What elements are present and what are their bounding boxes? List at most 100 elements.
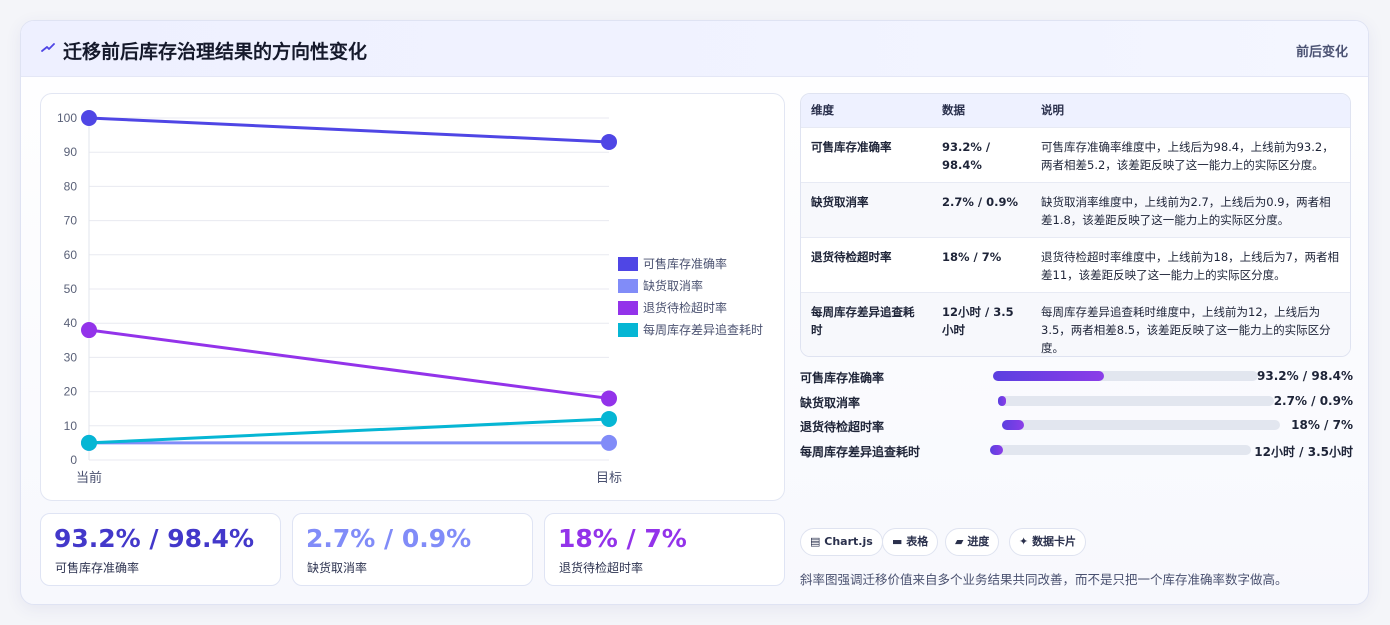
y-tick-label: 80: [64, 179, 78, 193]
stat-label: 可售库存准确率: [55, 561, 140, 575]
y-tick-label: 30: [64, 350, 78, 364]
progress-label: 可售库存准确率: [800, 371, 885, 385]
cell-data: 18% / 7%: [932, 236, 1031, 292]
tag-label: Chart.js: [824, 535, 873, 548]
table-header-row: 维度 数据 说明: [801, 94, 1350, 127]
progress-label: 缺货取消率: [800, 395, 861, 410]
card-header: 迁移前后库存治理结果的方向性变化 前后变化: [21, 21, 1368, 77]
table-row: 缺货取消率 2.7% / 0.9% 缺货取消率维度中，上线前为2.7，上线后为0…: [801, 181, 1350, 237]
progress-track: [993, 371, 1258, 381]
cell-data: 93.2% / 98.4%: [932, 126, 1031, 182]
series-line: [88, 328, 610, 400]
cell-description: 可售库存准确率维度中，上线后为98.4，上线前为93.2，两者相差5.2，该差距…: [1031, 126, 1350, 182]
data-point: [601, 390, 617, 407]
stat-card-return: 18% / 7% 退货待检超时率: [544, 513, 785, 586]
slope-chart: 0 10 20 30 40 50 60 70 80 90 100 当前 目标 可售库存准确率 缺货取消率退货…: [40, 93, 785, 501]
progress-fill: [998, 395, 1007, 406]
legend-swatch: [618, 323, 638, 337]
stat-card-cancel: 2.7% / 0.9% 缺货取消率: [292, 513, 533, 586]
legend-label: 每周库存差异追查耗时: [643, 322, 763, 337]
series-line: [88, 417, 610, 445]
y-tick-label: 0: [70, 453, 77, 467]
progress-track: [998, 395, 1274, 406]
progress-row: 可售库存准确率 93.2% / 98.4%: [800, 369, 1353, 394]
cell-dimension: 退货待检超时率: [801, 236, 932, 292]
y-tick-label: 50: [64, 282, 78, 296]
cell-data: 2.7% / 0.9%: [932, 181, 1031, 237]
y-tick-label: 40: [64, 316, 78, 330]
progress-icon: ▰: [955, 535, 964, 548]
cell-description: 缺货取消率维度中，上线前为2.7，上线后为0.9，两者相差1.8，该差距反映了这…: [1031, 181, 1350, 237]
progress-row: 每周库存差异追查耗时 12小时 / 3.5小时: [800, 443, 1353, 468]
page-title: 迁移前后库存治理结果的方向性变化: [63, 41, 368, 63]
sparkle-icon: ✦: [1019, 535, 1029, 548]
y-tick-label: 10: [64, 419, 78, 433]
progress-value: 2.7% / 0.9%: [1273, 393, 1353, 408]
column-header: 数据: [942, 103, 965, 118]
y-tick-label: 60: [64, 248, 78, 262]
y-tick-label: 70: [64, 214, 78, 228]
progress-label: 每周库存差异追查耗时: [800, 444, 921, 459]
main-card: 迁移前后库存治理结果的方向性变化 前后变化 0 10 20 30 40 50 60 70 80 9…: [20, 20, 1369, 605]
table-icon: ▬: [892, 535, 903, 548]
legend-swatch: [618, 301, 638, 315]
column-header: 说明: [1041, 103, 1064, 118]
stat-label: 缺货取消率: [307, 561, 368, 575]
series-line: [88, 116, 610, 144]
tag-table[interactable]: ▬ 表格: [882, 528, 939, 556]
progress-label: 退货待检超时率: [800, 420, 885, 434]
data-point: [601, 133, 617, 150]
y-tick-label: 90: [64, 145, 78, 159]
column-header: 维度: [811, 103, 834, 118]
progress-row: 缺货取消率 2.7% / 0.9%: [800, 394, 1353, 419]
progress-fill: [990, 444, 1004, 455]
progress-list: 可售库存准确率 93.2% / 98.4% 缺货取消率 2.7% / 0.9% …: [800, 369, 1353, 467]
progress-fill: [993, 371, 1105, 381]
y-tick-label: 20: [64, 385, 78, 399]
progress-row: 退货待检超时率 18% / 7%: [800, 418, 1353, 443]
data-point: [81, 110, 97, 126]
legend-label: 可售库存准确率: [643, 256, 727, 271]
cell-dimension: 可售库存准确率: [801, 126, 932, 182]
tag-label: 进度: [967, 535, 990, 548]
data-point: [81, 322, 97, 339]
progress-track: [1002, 420, 1280, 430]
legend-swatch: [618, 279, 638, 293]
stat-value: 18% / 7%: [558, 524, 687, 553]
cell-description: 每周库存差异追查耗时维度中，上线前为12，上线后为3.5，两者相差8.5，该差距…: [1031, 291, 1350, 356]
comparison-table: 维度 数据 说明 可售库存准确率 93.2% / 98.4% 可售库存准确率维度…: [800, 93, 1351, 357]
table-row: 每周库存差异追查耗时 12小时 / 3.5小时 每周库存差异追查耗时维度中，上线…: [801, 291, 1350, 356]
data-point: [601, 434, 617, 451]
tag-chartjs[interactable]: ▤ Chart.js: [800, 528, 883, 556]
x-tick-label: 目标: [596, 471, 622, 486]
legend-swatch: [618, 257, 638, 271]
x-tick-label: 当前: [76, 470, 102, 486]
stat-card-accuracy: 93.2% / 98.4% 可售库存准确率: [40, 513, 281, 586]
trend-icon: [41, 43, 55, 52]
chart-svg: 0 10 20 30 40 50 60 70 80 90 100 当前 目标 可售库存准确率缺货取消率退货…: [57, 110, 763, 486]
table-row: 退货待检超时率 18% / 7% 退货待检超时率维度中，上线前为18，上线后为7…: [801, 236, 1350, 292]
data-point: [81, 434, 97, 451]
chart-icon: ▤: [810, 535, 821, 548]
progress-track: [990, 444, 1251, 455]
progress-fill: [1002, 420, 1025, 430]
cell-data: 12小时 / 3.5小时: [932, 291, 1031, 356]
table-row: 可售库存准确率 93.2% / 98.4% 可售库存准确率维度中，上线后为98.…: [801, 126, 1350, 182]
footnote: 斜率图强调迁移价值来自多个业务结果共同改善，而不是只把一个库存准确率数字做高。: [800, 572, 1288, 587]
tag-progress[interactable]: ▰ 进度: [945, 528, 1000, 556]
legend-label: 缺货取消率: [643, 278, 703, 293]
cell-dimension: 缺货取消率: [801, 181, 932, 237]
stat-value: 2.7% / 0.9%: [306, 524, 472, 553]
legend-label: 退货待检超时率: [643, 300, 727, 315]
progress-value: 12小时 / 3.5小时: [1254, 444, 1353, 459]
cell-dimension: 每周库存差异追查耗时: [801, 291, 932, 356]
tag-label: 数据卡片: [1032, 535, 1077, 548]
progress-value: 18% / 7%: [1291, 418, 1353, 432]
stat-label: 退货待检超时率: [559, 561, 644, 575]
y-tick-label: 100: [57, 111, 77, 125]
tag-data-card[interactable]: ✦ 数据卡片: [1009, 528, 1087, 556]
progress-value: 93.2% / 98.4%: [1257, 369, 1353, 383]
tag-label: 表格: [906, 535, 929, 548]
header-right-label: 前后变化: [1295, 45, 1348, 60]
stat-value: 93.2% / 98.4%: [54, 524, 254, 553]
